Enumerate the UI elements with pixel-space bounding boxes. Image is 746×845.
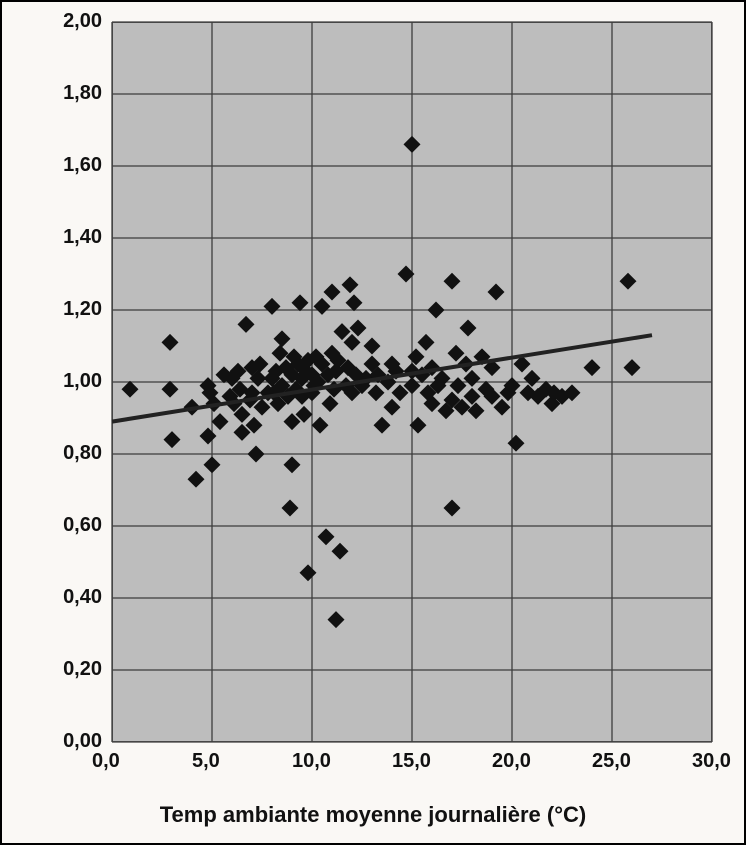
data-point [584, 359, 601, 376]
data-point [162, 381, 179, 398]
xtick-label: 20,0 [492, 750, 531, 773]
data-point [334, 323, 351, 340]
xtick-label: 15,0 [392, 750, 431, 773]
data-point [524, 370, 541, 387]
ytick-label: 2,00 [63, 10, 102, 33]
data-point [324, 284, 341, 301]
data-point [342, 276, 359, 293]
data-point [450, 377, 467, 394]
xtick-label: 30,0 [692, 750, 731, 773]
data-point [448, 345, 465, 362]
data-point [328, 611, 345, 628]
data-point [204, 456, 221, 473]
data-point [344, 334, 361, 351]
data-point [238, 316, 255, 333]
data-point [312, 417, 329, 434]
ytick-label: 0,20 [63, 658, 102, 681]
data-point [624, 359, 641, 376]
data-point [292, 294, 309, 311]
data-point [314, 298, 331, 315]
data-point [464, 370, 481, 387]
data-point [418, 334, 435, 351]
data-point [332, 543, 349, 560]
data-point [264, 298, 281, 315]
data-point [460, 320, 477, 337]
data-point [274, 330, 291, 347]
plot-area [112, 22, 712, 742]
data-point [364, 338, 381, 355]
data-point [248, 446, 265, 463]
data-point [464, 388, 481, 405]
ytick-label: 0,40 [63, 586, 102, 609]
data-point [284, 456, 301, 473]
chart-frame: Ratio Lck71 / Lck55 Temp ambiante moyenn… [0, 0, 746, 845]
data-point [404, 136, 421, 153]
data-point [346, 294, 363, 311]
plot-svg [112, 22, 712, 742]
ytick-label: 0,60 [63, 514, 102, 537]
data-point [318, 528, 335, 545]
data-point [488, 284, 505, 301]
ytick-label: 0,80 [63, 442, 102, 465]
data-point [350, 320, 367, 337]
data-point [282, 500, 299, 517]
data-point [620, 273, 637, 290]
data-point [428, 302, 445, 319]
ytick-label: 1,80 [63, 82, 102, 105]
data-point [444, 500, 461, 517]
data-point [162, 334, 179, 351]
data-point [408, 348, 425, 365]
xtick-label: 10,0 [292, 750, 331, 773]
data-point [494, 399, 511, 416]
data-point [444, 273, 461, 290]
data-point [384, 399, 401, 416]
data-point [300, 564, 317, 581]
data-point [164, 431, 181, 448]
data-point [508, 435, 525, 452]
xtick-label: 5,0 [192, 750, 220, 773]
data-point [374, 417, 391, 434]
data-point [188, 471, 205, 488]
xtick-label: 0,0 [92, 750, 120, 773]
data-point [272, 345, 289, 362]
trend-line [112, 335, 652, 421]
xtick-label: 25,0 [592, 750, 631, 773]
ytick-label: 1,60 [63, 154, 102, 177]
data-point [200, 428, 217, 445]
ytick-label: 1,20 [63, 298, 102, 321]
data-point [468, 402, 485, 419]
data-point [368, 384, 385, 401]
ytick-label: 1,40 [63, 226, 102, 249]
x-axis-label: Temp ambiante moyenne journalière (°C) [2, 802, 744, 828]
data-point [212, 413, 229, 430]
data-point [322, 395, 339, 412]
data-point [122, 381, 139, 398]
ytick-label: 1,00 [63, 370, 102, 393]
